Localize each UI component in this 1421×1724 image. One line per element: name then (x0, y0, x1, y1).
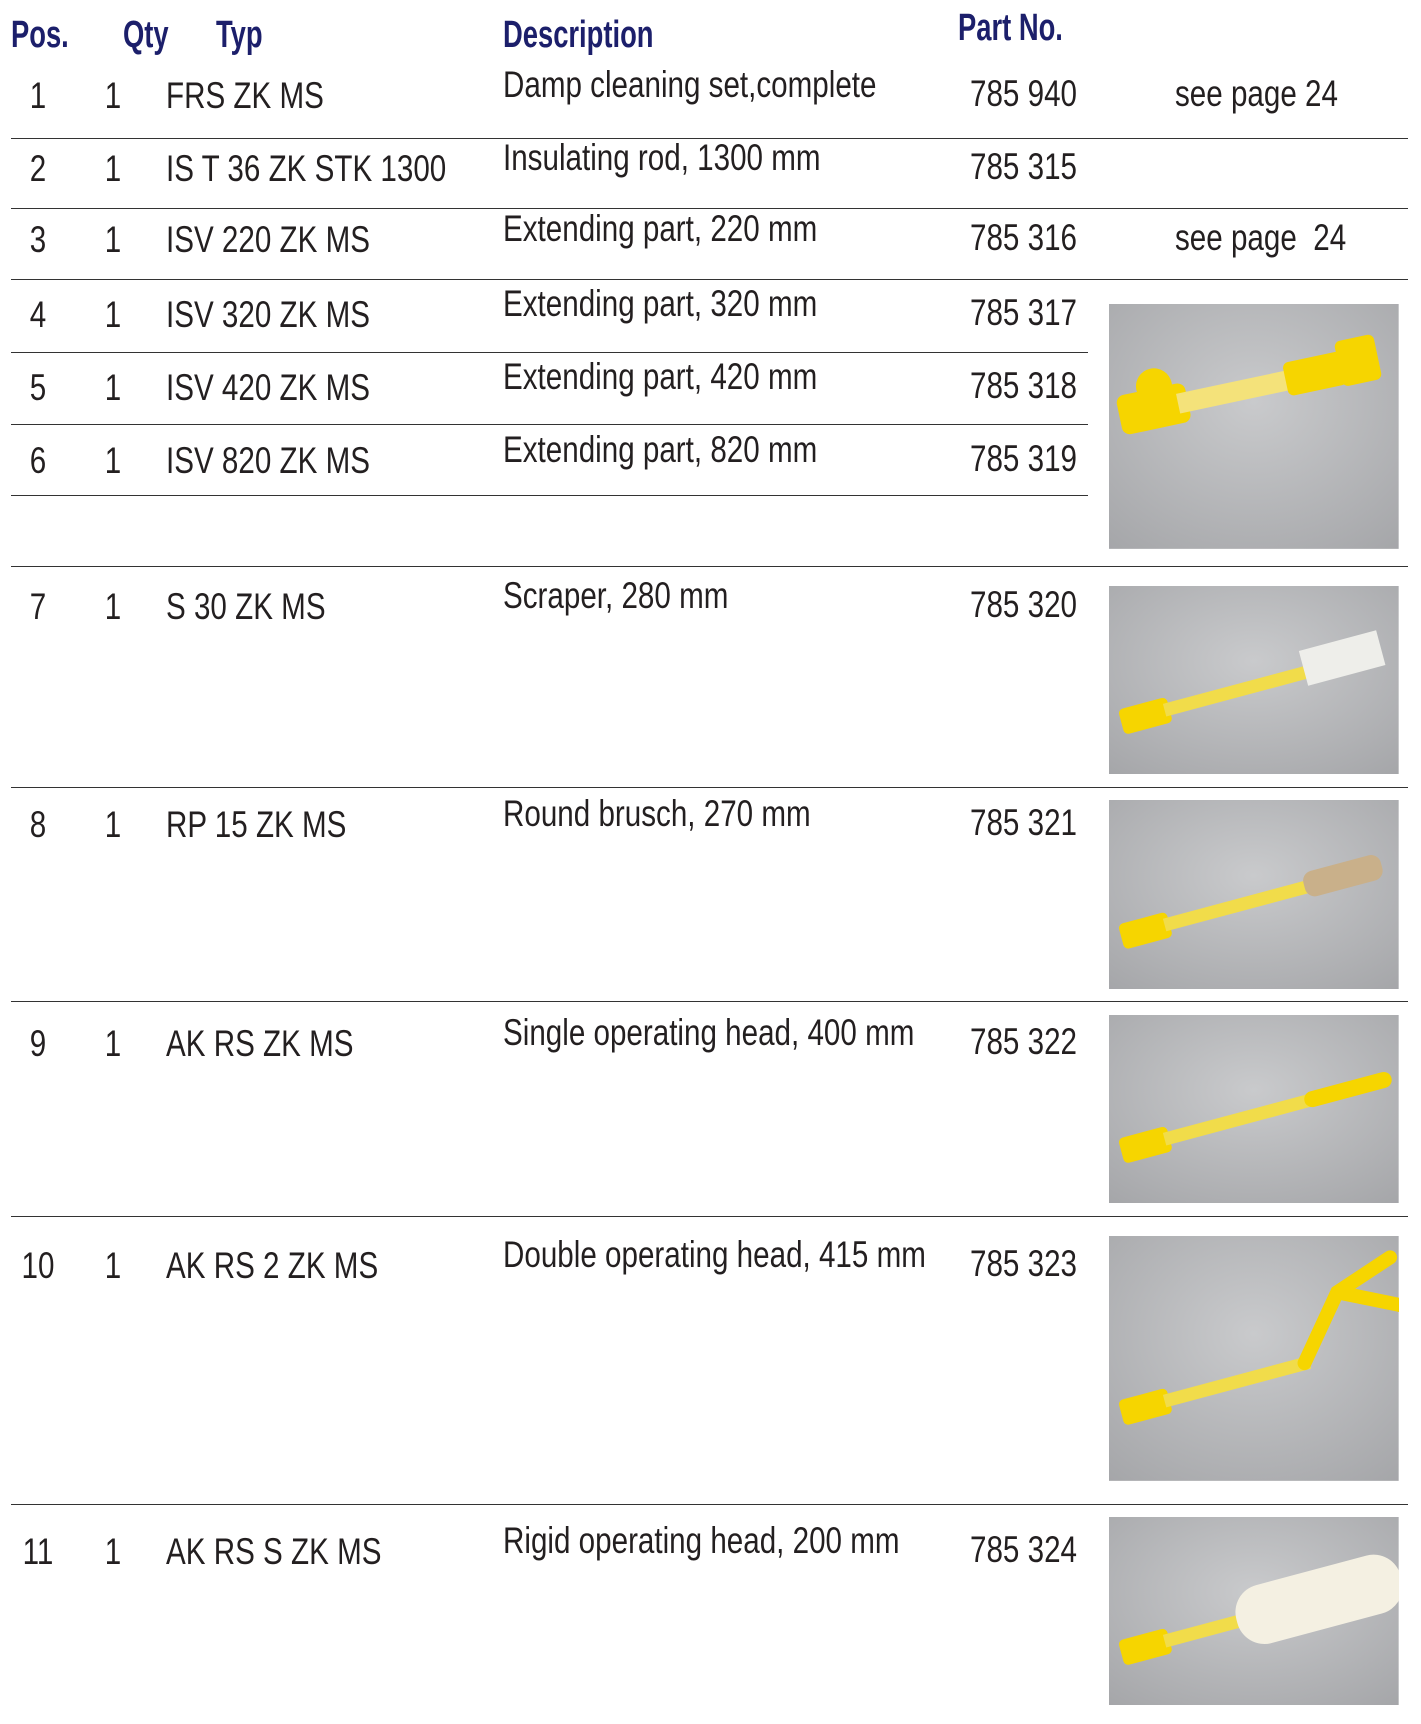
pos: 9 (30, 1022, 47, 1064)
product-photo (1109, 1015, 1400, 1204)
qty: 1 (104, 804, 121, 846)
note: see page 24 (1175, 217, 1347, 259)
row-divider (10, 566, 1408, 568)
row-divider (10, 1215, 1408, 1217)
row-divider (10, 351, 1088, 353)
qty: 1 (104, 440, 121, 482)
description: Scraper, 280 mm (502, 574, 729, 616)
qty: 1 (104, 1022, 121, 1064)
part-no: 785 321 (969, 802, 1077, 844)
note: see page 24 (1175, 73, 1338, 115)
pos: 6 (30, 440, 47, 482)
pos: 11 (22, 1531, 54, 1573)
qty: 1 (104, 293, 121, 335)
product-photo (1109, 800, 1400, 990)
description: Rigid operating head, 200 mm (502, 1520, 900, 1562)
qty: 1 (104, 585, 121, 627)
typ: ISV 220 ZK MS (166, 219, 371, 261)
pos: 4 (30, 293, 47, 335)
pos: 1 (30, 75, 47, 117)
row-divider (10, 1504, 1408, 1506)
pos: 10 (21, 1244, 55, 1286)
description: Insulating rod, 1300 mm (502, 137, 821, 179)
typ: ISV 320 ZK MS (166, 293, 371, 335)
qty: 1 (104, 75, 121, 117)
qty: 1 (104, 219, 121, 261)
header-part-no: Part No. (958, 7, 1063, 49)
product-photo (1109, 303, 1400, 549)
row-divider (10, 207, 1408, 209)
row-divider (10, 424, 1088, 426)
header-description: Description (503, 14, 654, 56)
row-divider (10, 1001, 1408, 1003)
part-no: 785 323 (969, 1242, 1077, 1284)
typ: S 30 ZK MS (166, 585, 326, 627)
description: Single operating head, 400 mm (502, 1011, 915, 1053)
row-divider (10, 137, 1408, 139)
typ: FRS ZK MS (166, 75, 325, 117)
pos: 2 (30, 148, 47, 190)
typ: ISV 820 ZK MS (166, 440, 371, 482)
part-no: 785 316 (969, 217, 1077, 259)
header-pos: Pos. (11, 14, 69, 56)
qty: 1 (104, 367, 121, 409)
qty: 1 (104, 1531, 121, 1573)
description: Double operating head, 415 mm (502, 1233, 926, 1275)
description: Round brusch, 270 mm (502, 793, 811, 835)
header-typ: Typ (216, 14, 263, 56)
part-no: 785 324 (969, 1529, 1077, 1571)
description: Extending part, 320 mm (502, 282, 818, 324)
description: Damp cleaning set,complete (502, 64, 877, 106)
pos: 7 (30, 585, 47, 627)
part-no: 785 940 (969, 73, 1077, 115)
part-no: 785 319 (969, 438, 1077, 480)
description: Extending part, 420 mm (502, 356, 818, 398)
part-no: 785 318 (969, 365, 1077, 407)
part-no: 785 317 (969, 291, 1077, 333)
typ: RP 15 ZK MS (166, 804, 347, 846)
product-photo (1109, 1517, 1400, 1706)
product-photo (1109, 1236, 1400, 1482)
typ: AK RS 2 ZK MS (166, 1244, 379, 1286)
part-no: 785 322 (969, 1020, 1077, 1062)
row-divider (10, 278, 1408, 280)
pos: 8 (30, 804, 47, 846)
row-divider (10, 495, 1088, 497)
qty: 1 (104, 1244, 121, 1286)
product-photo (1109, 585, 1400, 774)
typ: AK RS S ZK MS (166, 1531, 382, 1573)
part-no: 785 320 (969, 583, 1077, 625)
typ: AK RS ZK MS (166, 1022, 354, 1064)
pos: 5 (30, 367, 47, 409)
description: Extending part, 220 mm (502, 208, 818, 250)
row-divider (10, 787, 1408, 788)
header-qty: Qty (123, 14, 169, 56)
typ: IS T 36 ZK STK 1300 (166, 148, 447, 190)
pos: 3 (30, 219, 47, 261)
part-no: 785 315 (969, 146, 1077, 188)
description: Extending part, 820 mm (502, 429, 818, 471)
typ: ISV 420 ZK MS (166, 367, 371, 409)
qty: 1 (104, 148, 121, 190)
